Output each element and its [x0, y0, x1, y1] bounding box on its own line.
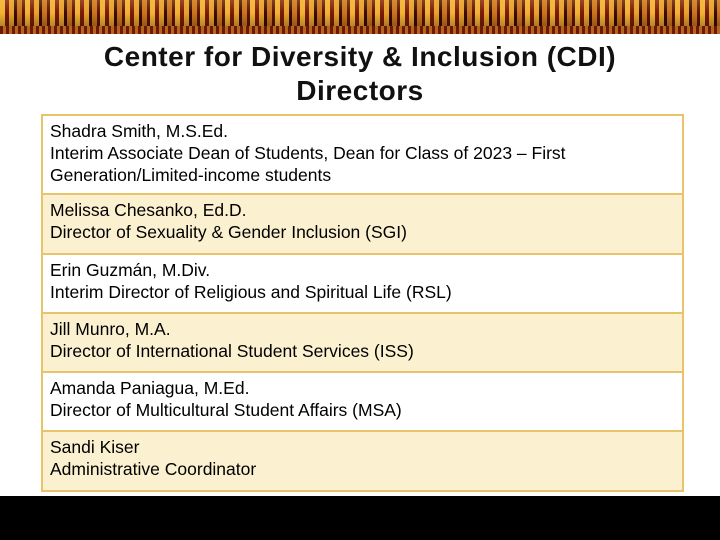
director-name: Erin Guzmán, M.Div.	[50, 260, 211, 280]
director-role: Interim Associate Dean of Students, Dean…	[50, 143, 566, 185]
director-name: Amanda Paniagua, M.Ed.	[50, 378, 250, 398]
director-name: Melissa Chesanko, Ed.D.	[50, 200, 247, 220]
decorative-top-rule	[0, 26, 720, 34]
decorative-top-band	[0, 0, 720, 26]
title-line-2: Directors	[296, 75, 424, 106]
bottom-bar	[0, 496, 720, 540]
director-name: Jill Munro, M.A.	[50, 319, 171, 339]
directors-table: Shadra Smith, M.S.Ed. Interim Associate …	[41, 114, 684, 492]
director-row-6: Sandi Kiser Administrative Coordinator	[43, 432, 682, 490]
director-row-3: Erin Guzmán, M.Div. Interim Director of …	[43, 255, 682, 314]
title-line-1: Center for Diversity & Inclusion (CDI)	[103, 41, 617, 72]
director-role: Director of Sexuality & Gender Inclusion…	[50, 222, 407, 242]
director-row-1: Shadra Smith, M.S.Ed. Interim Associate …	[43, 116, 682, 195]
director-name: Sandi Kiser	[50, 437, 140, 457]
director-name: Shadra Smith, M.S.Ed.	[50, 121, 228, 141]
director-role: Director of International Student Servic…	[50, 341, 414, 361]
director-role: Interim Director of Religious and Spirit…	[50, 282, 452, 302]
director-row-2: Melissa Chesanko, Ed.D. Director of Sexu…	[43, 195, 682, 255]
director-role: Director of Multicultural Student Affair…	[50, 400, 402, 420]
slide: Center for Diversity & Inclusion (CDI) D…	[0, 34, 720, 496]
director-row-5: Amanda Paniagua, M.Ed. Director of Multi…	[43, 373, 682, 432]
director-role: Administrative Coordinator	[50, 459, 257, 479]
slide-title: Center for Diversity & Inclusion (CDI) D…	[40, 40, 680, 108]
director-row-4: Jill Munro, M.A. Director of Internation…	[43, 314, 682, 373]
